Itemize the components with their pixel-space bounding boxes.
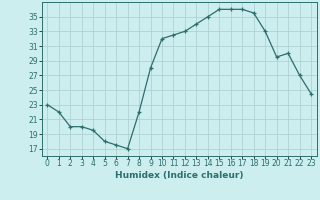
- X-axis label: Humidex (Indice chaleur): Humidex (Indice chaleur): [115, 171, 244, 180]
